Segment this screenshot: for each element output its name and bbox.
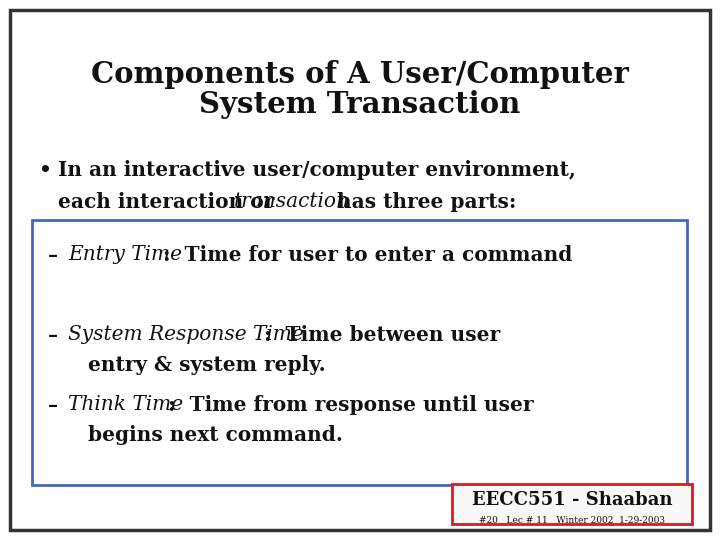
Text: :  Time between user: : Time between user bbox=[264, 325, 500, 345]
Text: Entry Time: Entry Time bbox=[68, 245, 182, 264]
Text: :  Time for user to enter a command: : Time for user to enter a command bbox=[163, 245, 572, 265]
Text: •: • bbox=[38, 160, 51, 180]
Text: Components of A User/Computer: Components of A User/Computer bbox=[91, 60, 629, 89]
Text: has three parts:: has three parts: bbox=[330, 192, 516, 212]
Text: System Transaction: System Transaction bbox=[199, 90, 521, 119]
Text: each interaction or: each interaction or bbox=[58, 192, 282, 212]
Text: begins next command.: begins next command. bbox=[88, 425, 343, 445]
Bar bbox=[452, 484, 692, 524]
Text: entry & system reply.: entry & system reply. bbox=[88, 355, 325, 375]
Text: –: – bbox=[48, 395, 58, 415]
Text: :  Time from response until user: : Time from response until user bbox=[168, 395, 534, 415]
Text: Think Time: Think Time bbox=[68, 395, 183, 414]
Text: –: – bbox=[48, 245, 58, 265]
Text: transaction: transaction bbox=[234, 192, 350, 211]
Text: –: – bbox=[48, 325, 58, 345]
Bar bbox=[32, 220, 687, 485]
Text: In an interactive user/computer environment,: In an interactive user/computer environm… bbox=[58, 160, 576, 180]
Text: EECC551 - Shaaban: EECC551 - Shaaban bbox=[472, 491, 672, 509]
Text: System Response Time: System Response Time bbox=[68, 325, 304, 344]
Text: #20   Lec # 11   Winter 2002  1-29-2003: #20 Lec # 11 Winter 2002 1-29-2003 bbox=[479, 516, 665, 525]
